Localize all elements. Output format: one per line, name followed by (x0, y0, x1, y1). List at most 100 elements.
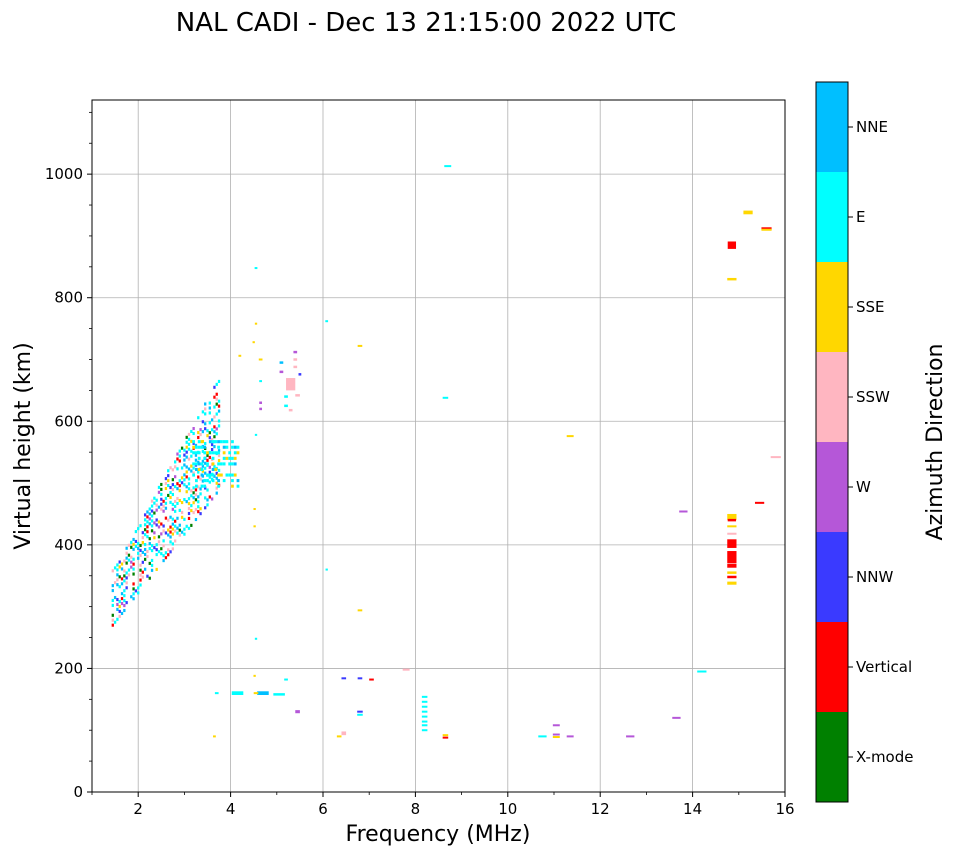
echo-mark (111, 589, 114, 593)
echo-mark (123, 604, 126, 608)
echo-mark (132, 592, 135, 596)
echo-mark (231, 462, 234, 466)
echo-mark (236, 484, 240, 488)
echo-mark (187, 437, 191, 441)
echo-mark (727, 532, 737, 535)
colorbar-label: SSE (856, 298, 885, 316)
echo-mark (137, 586, 140, 590)
echo-mark (116, 573, 119, 577)
echo-mark (236, 445, 240, 449)
echo-mark (341, 731, 347, 736)
echo-mark (139, 568, 142, 572)
echo-mark (233, 456, 237, 460)
echo-mark (174, 475, 177, 479)
echo-mark (127, 568, 131, 572)
echo-mark (421, 695, 428, 698)
echo-mark (118, 609, 121, 613)
echo-mark (214, 440, 218, 444)
echo-mark (180, 446, 184, 450)
echo-mark (167, 483, 170, 488)
echo-mark (201, 459, 205, 463)
echo-mark (150, 524, 154, 528)
echo-mark (187, 467, 191, 471)
echo-mark (123, 599, 126, 603)
echo-mark (552, 733, 560, 736)
echo-mark (236, 479, 240, 483)
echo-mark (185, 450, 188, 454)
echo-mark (123, 589, 126, 593)
echo-mark (137, 541, 140, 546)
echo-mark (118, 575, 121, 579)
echo-mark (199, 477, 202, 481)
echo-mark (143, 557, 147, 561)
echo-mark (190, 454, 193, 458)
echo-mark (421, 720, 428, 723)
echo-mark (127, 573, 131, 577)
colorbar-segment (816, 82, 848, 172)
echo-mark (190, 494, 193, 498)
echo-mark (146, 510, 149, 514)
echo-mark (169, 550, 172, 554)
echo-mark (208, 455, 211, 459)
echo-mark (155, 548, 158, 552)
echo-mark (162, 544, 165, 548)
echo-mark (217, 419, 221, 423)
x-tick-label: 8 (411, 800, 421, 818)
echo-mark (183, 458, 186, 462)
echo-mark (171, 492, 175, 497)
echo-mark (233, 462, 237, 466)
echo-mark (225, 445, 229, 449)
echo-mark (325, 568, 328, 571)
echo-mark (195, 445, 198, 449)
echo-mark (252, 341, 255, 344)
echo-mark (123, 594, 126, 598)
echo-mark (200, 462, 204, 466)
echo-mark (672, 716, 681, 719)
echo-mark (204, 427, 207, 431)
echo-mark (132, 582, 135, 586)
echo-mark (222, 451, 226, 455)
echo-mark (146, 515, 149, 519)
echo-mark (217, 484, 220, 488)
echo-mark (127, 553, 131, 557)
echo-mark (183, 532, 186, 536)
echo-mark (178, 489, 181, 493)
echo-mark (139, 583, 142, 587)
echo-mark (727, 581, 737, 585)
echo-mark (125, 571, 128, 575)
colorbar-segment (816, 172, 848, 262)
echo-mark (190, 509, 193, 513)
echo-mark (150, 529, 154, 533)
echo-mark (178, 454, 181, 458)
echo-mark (199, 492, 202, 496)
echo-mark (171, 478, 175, 482)
echo-mark (238, 354, 242, 357)
echo-mark (254, 433, 258, 436)
echo-mark (754, 501, 765, 504)
echo-mark (113, 566, 117, 570)
echo-mark (215, 392, 218, 396)
echo-mark (192, 451, 196, 455)
echo-mark (197, 505, 200, 509)
echo-mark (183, 453, 186, 457)
echo-mark (222, 479, 226, 483)
echo-mark (185, 435, 188, 439)
echo-mark (141, 570, 144, 574)
echo-mark (171, 468, 175, 472)
x-tick-label: 12 (591, 800, 610, 818)
echo-mark (190, 489, 193, 493)
echo-mark (137, 556, 140, 560)
echo-mark (171, 502, 175, 506)
echo-mark (253, 674, 256, 677)
echo-mark (213, 435, 216, 439)
echo-mark (228, 456, 232, 460)
colorbar-label: X-mode (856, 748, 913, 766)
echo-mark (148, 512, 151, 516)
echo-mark (183, 473, 186, 477)
echo-mark (215, 402, 218, 406)
echo-mark (123, 559, 126, 563)
echo-mark (113, 581, 117, 585)
echo-mark (254, 267, 258, 270)
echo-mark (369, 678, 374, 681)
